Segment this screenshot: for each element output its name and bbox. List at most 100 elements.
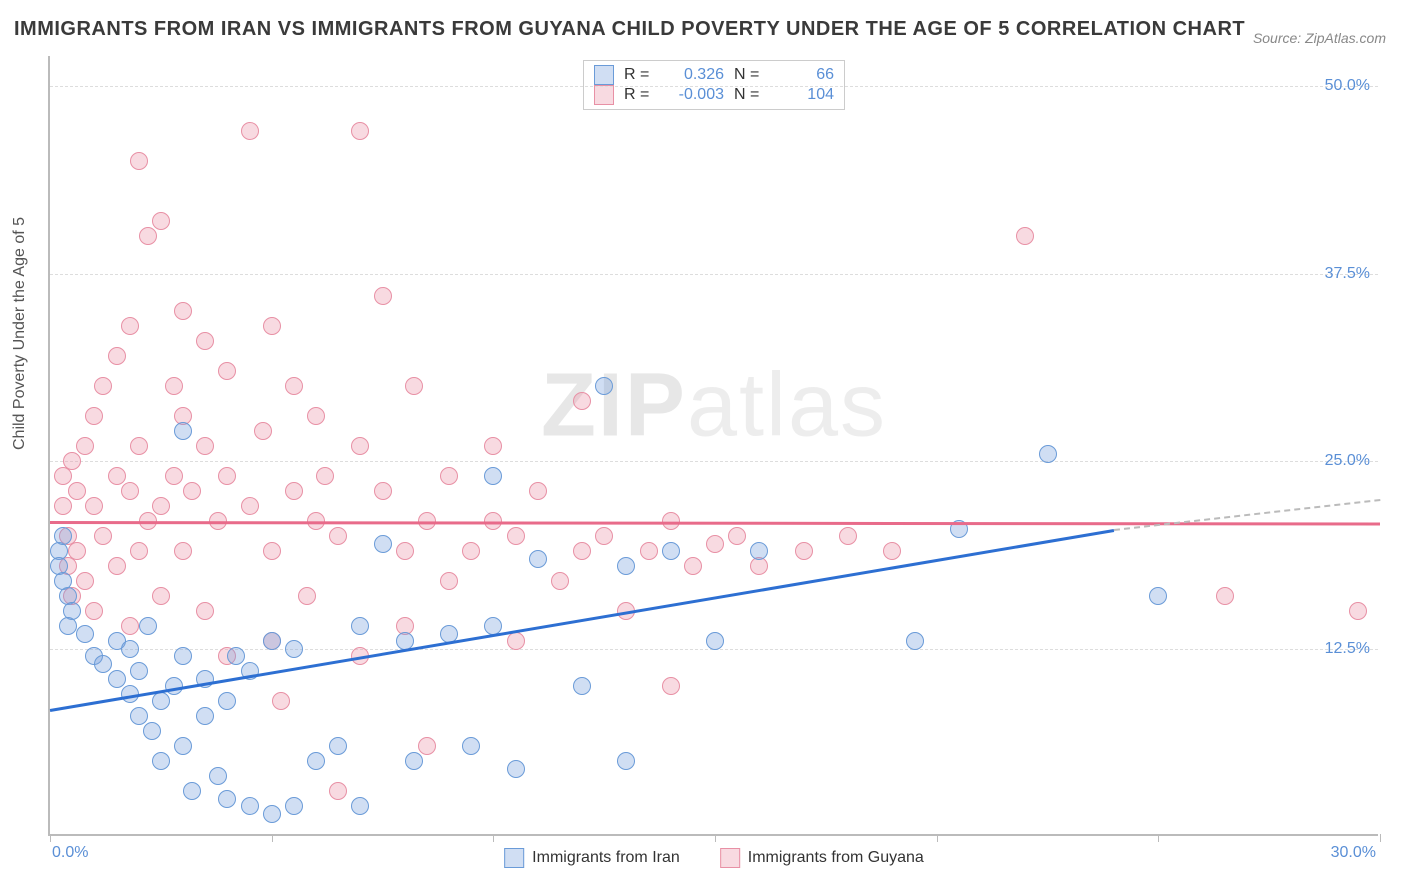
data-point: [1016, 227, 1034, 245]
data-point: [507, 760, 525, 778]
x-tick-max: 30.0%: [1331, 844, 1376, 862]
x-minor-tick: [715, 834, 716, 842]
data-point: [130, 542, 148, 560]
data-point: [183, 782, 201, 800]
n-label: N =: [734, 86, 764, 104]
data-point: [165, 467, 183, 485]
data-point: [183, 482, 201, 500]
data-point: [59, 617, 77, 635]
data-point: [440, 467, 458, 485]
data-point: [263, 542, 281, 560]
data-point: [728, 527, 746, 545]
data-point: [121, 317, 139, 335]
data-point: [130, 662, 148, 680]
legend-stats: R =0.326N =66R =-0.003N =104: [583, 60, 845, 110]
data-point: [152, 212, 170, 230]
legend-swatch: [504, 848, 524, 868]
data-point: [130, 152, 148, 170]
data-point: [906, 632, 924, 650]
data-point: [165, 377, 183, 395]
n-label: N =: [734, 66, 764, 84]
data-point: [54, 497, 72, 515]
data-point: [418, 737, 436, 755]
data-point: [241, 122, 259, 140]
data-point: [307, 752, 325, 770]
data-point: [640, 542, 658, 560]
chart-title: IMMIGRANTS FROM IRAN VS IMMIGRANTS FROM …: [14, 18, 1245, 41]
source-label: Source: ZipAtlas.com: [1253, 30, 1386, 46]
x-minor-tick: [937, 834, 938, 842]
data-point: [329, 737, 347, 755]
data-point: [440, 572, 458, 590]
data-point: [196, 332, 214, 350]
gridline: [50, 461, 1378, 462]
y-tick-label: 50.0%: [1325, 77, 1370, 95]
data-point: [143, 722, 161, 740]
x-minor-tick: [493, 834, 494, 842]
data-point: [218, 362, 236, 380]
data-point: [351, 122, 369, 140]
data-point: [374, 287, 392, 305]
data-point: [706, 535, 724, 553]
data-point: [617, 557, 635, 575]
data-point: [595, 377, 613, 395]
data-point: [329, 782, 347, 800]
data-point: [152, 497, 170, 515]
data-point: [351, 437, 369, 455]
data-point: [174, 737, 192, 755]
data-point: [883, 542, 901, 560]
y-axis-label: Child Poverty Under the Age of 5: [11, 217, 29, 450]
data-point: [405, 752, 423, 770]
data-point: [307, 407, 325, 425]
legend-item: Immigrants from Iran: [504, 848, 680, 868]
chart-container: IMMIGRANTS FROM IRAN VS IMMIGRANTS FROM …: [0, 0, 1406, 892]
data-point: [196, 437, 214, 455]
data-point: [174, 422, 192, 440]
data-point: [272, 692, 290, 710]
data-point: [152, 587, 170, 605]
watermark: ZIPatlas: [541, 355, 887, 458]
data-point: [85, 407, 103, 425]
data-point: [462, 737, 480, 755]
legend-swatch: [594, 65, 614, 85]
data-point: [85, 497, 103, 515]
data-point: [108, 670, 126, 688]
data-point: [263, 317, 281, 335]
data-point: [130, 437, 148, 455]
data-point: [795, 542, 813, 560]
data-point: [121, 482, 139, 500]
data-point: [218, 692, 236, 710]
data-point: [76, 572, 94, 590]
data-point: [54, 527, 72, 545]
data-point: [76, 437, 94, 455]
data-point: [130, 707, 148, 725]
r-label: R =: [624, 66, 654, 84]
data-point: [285, 377, 303, 395]
data-point: [484, 467, 502, 485]
data-point: [507, 527, 525, 545]
data-point: [218, 790, 236, 808]
data-point: [316, 467, 334, 485]
data-point: [285, 797, 303, 815]
data-point: [94, 655, 112, 673]
legend-label: Immigrants from Guyana: [748, 849, 924, 867]
data-point: [1149, 587, 1167, 605]
x-minor-tick: [50, 834, 51, 842]
data-point: [227, 647, 245, 665]
data-point: [68, 542, 86, 560]
data-point: [152, 692, 170, 710]
x-minor-tick: [272, 834, 273, 842]
data-point: [121, 617, 139, 635]
data-point: [1216, 587, 1234, 605]
data-point: [174, 647, 192, 665]
data-point: [706, 632, 724, 650]
data-point: [241, 497, 259, 515]
data-point: [551, 572, 569, 590]
data-point: [462, 542, 480, 560]
data-point: [351, 797, 369, 815]
data-point: [684, 557, 702, 575]
data-point: [254, 422, 272, 440]
data-point: [108, 347, 126, 365]
y-tick-label: 12.5%: [1325, 640, 1370, 658]
r-value: 0.326: [664, 66, 724, 84]
